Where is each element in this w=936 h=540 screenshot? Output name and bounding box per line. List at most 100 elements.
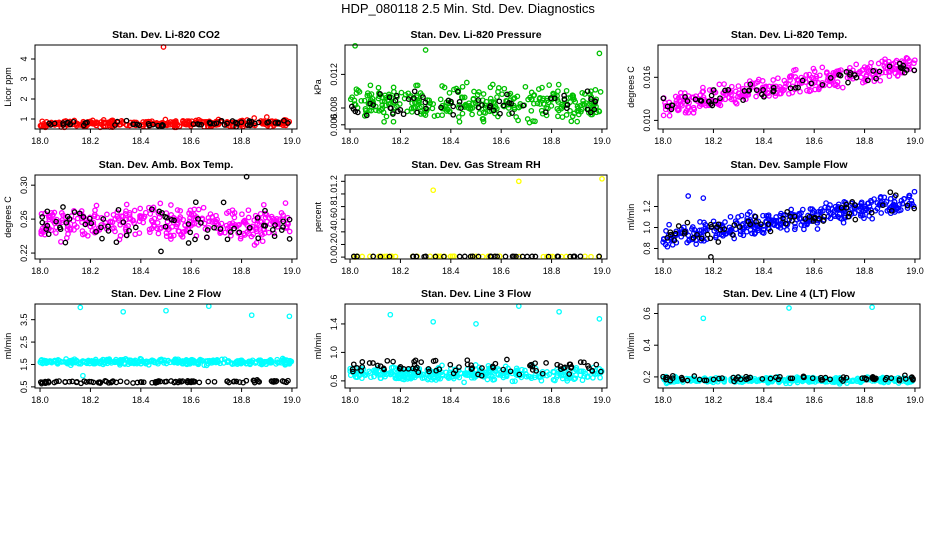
data-point-all [386, 91, 392, 98]
data-point-flagged [818, 377, 824, 383]
data-point-flagged [84, 119, 90, 126]
data-point-all [596, 316, 603, 322]
data-point-flagged [397, 365, 403, 372]
data-point-all [476, 110, 483, 116]
data-point-all [473, 321, 479, 327]
x-tick-label: 18.6 [492, 266, 510, 276]
data-point-all [883, 199, 890, 205]
data-point-flagged [405, 96, 412, 102]
data-point-all [853, 61, 860, 68]
data-point-all [512, 378, 518, 384]
data-point-flagged [704, 231, 711, 238]
data-point-flagged [747, 221, 754, 228]
data-point-flagged [366, 360, 373, 366]
y-tick-label: 0.010 [642, 109, 652, 132]
data-point-all [50, 218, 56, 224]
data-point-all [840, 219, 847, 226]
data-point-all [163, 307, 169, 314]
data-point-flagged [64, 119, 71, 126]
data-point-all [829, 376, 836, 383]
data-point-flagged [370, 102, 377, 108]
data-point-all [147, 229, 153, 236]
data-point-all [867, 207, 874, 213]
data-point-all [522, 367, 528, 374]
data-point-all [218, 220, 225, 227]
data-point-all [390, 118, 397, 125]
x-tick-label: 19.0 [906, 266, 924, 276]
data-point-all [725, 89, 732, 96]
data-point-flagged [411, 88, 418, 95]
data-point-all [425, 375, 432, 381]
x-tick-label: 19.0 [906, 136, 924, 146]
data-point-flagged [660, 373, 666, 380]
data-point-flagged [879, 202, 886, 209]
x-tick-label: 18.6 [492, 395, 510, 405]
data-point-flagged [162, 223, 169, 230]
data-point-all [500, 372, 507, 379]
data-point-all [685, 109, 692, 116]
data-point-all [544, 97, 550, 104]
x-tick-label: 19.0 [593, 395, 611, 405]
data-point-all [361, 97, 368, 104]
data-point-all [47, 212, 53, 219]
data-point-all [905, 62, 912, 69]
data-point-flagged [507, 368, 514, 375]
data-point-flagged [283, 379, 290, 386]
y-tick-label: 0.2 [642, 371, 652, 384]
data-point-all [862, 207, 869, 214]
data-point-all [906, 192, 912, 199]
data-point-all [528, 107, 535, 114]
data-point-flagged [140, 379, 147, 386]
data-point-all [446, 90, 453, 96]
data-point-flagged [852, 202, 859, 209]
panel-8: Stan. Dev. Line 3 Flow ml/min 18.0 18.2 18.4… [313, 288, 611, 405]
x-tick-label: 18.4 [132, 266, 150, 276]
data-point-all [171, 359, 177, 366]
data-point-flagged [690, 234, 697, 241]
data-point-all [176, 123, 183, 130]
data-point-flagged [418, 359, 425, 365]
data-point-flagged [733, 376, 739, 382]
data-point-flagged [414, 109, 421, 116]
data-point-flagged [584, 106, 591, 113]
data-point-all [419, 375, 426, 381]
data-point-flagged [725, 87, 732, 93]
data-point-flagged [420, 94, 426, 101]
data-point-flagged [809, 375, 816, 382]
data-point-all [672, 93, 679, 100]
data-point-all [700, 195, 707, 201]
data-point-flagged [787, 85, 794, 92]
data-point-all [253, 228, 260, 235]
data-point-flagged [464, 361, 471, 368]
data-point-flagged [98, 224, 104, 231]
data-point-all [170, 232, 177, 239]
data-point-all [275, 221, 281, 227]
y-tick-label: 1.2 [642, 200, 652, 213]
data-point-flagged [278, 227, 285, 233]
data-point-flagged [390, 358, 396, 365]
data-point-all [573, 372, 579, 378]
data-point-all [482, 110, 489, 116]
data-point-flagged [811, 214, 818, 221]
data-point-all [702, 225, 709, 231]
data-point-all [137, 215, 143, 221]
data-point-flagged [39, 214, 46, 220]
data-point-flagged [137, 379, 144, 385]
data-point-all [911, 60, 917, 67]
x-tick-label: 18.8 [856, 395, 874, 405]
data-point-all [815, 209, 822, 215]
data-point-flagged [581, 359, 587, 366]
data-point-flagged [669, 102, 676, 109]
data-point-all [375, 84, 382, 91]
data-point-flagged [887, 189, 894, 196]
data-point-all [456, 374, 463, 381]
data-point-all [722, 96, 729, 103]
data-point-flagged [93, 228, 99, 235]
data-point-flagged [281, 117, 287, 124]
data-point-flagged [712, 97, 719, 104]
data-point-all [186, 118, 192, 125]
panel-title: Stan. Dev. Li-820 Temp. [731, 29, 847, 41]
x-tick-label: 18.2 [392, 136, 410, 146]
data-point-flagged [820, 218, 827, 224]
data-point-flagged [456, 253, 463, 260]
